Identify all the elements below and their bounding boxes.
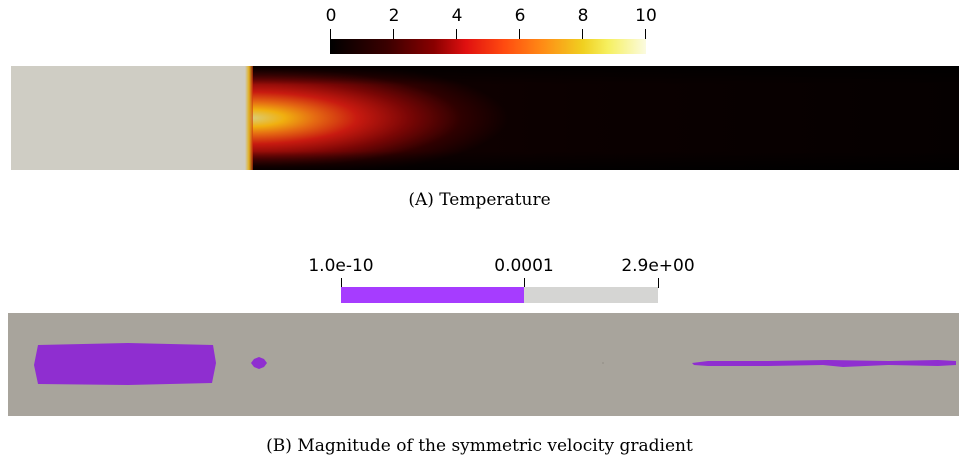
colorbar-b-tick-mark	[658, 278, 659, 288]
low-gradient-block	[34, 343, 216, 385]
velocity-gradient-field	[8, 313, 959, 416]
low-gradient-speck	[602, 362, 604, 364]
caption-a-text: Temperature	[439, 190, 551, 210]
low-gradient-streak	[692, 360, 956, 367]
velocity-gradient-colorbar	[341, 287, 658, 303]
colorbar-a-tick-mark	[582, 29, 583, 39]
caption-b-label: (B)	[266, 436, 292, 456]
caption-b-text: Magnitude of the symmetric velocity grad…	[297, 436, 693, 456]
colorbar-b-tick-label: 1.0e-10	[308, 256, 374, 276]
colorbar-b-high-segment	[524, 287, 658, 303]
colorbar-a-tick-label: 2	[388, 6, 400, 26]
inlet-region	[11, 66, 248, 170]
colorbar-b-tick-mark	[341, 278, 342, 288]
colorbar-a-tick-label: 0	[325, 6, 337, 26]
wall-cooling-shade	[248, 66, 959, 170]
temperature-colorbar	[330, 39, 646, 54]
colorbar-a-tick-mark	[393, 29, 394, 39]
colorbar-a-tick-mark	[330, 29, 331, 39]
caption-a-label: (A)	[408, 190, 434, 210]
inlet-interface	[245, 66, 253, 170]
colorbar-a-tick-mark	[519, 29, 520, 39]
colorbar-b-low-segment	[341, 287, 524, 303]
colorbar-a-tick-label: 10	[635, 6, 657, 26]
low-gradient-spot	[251, 357, 267, 369]
colorbar-b-tick-label: 2.9e+00	[621, 256, 695, 276]
colorbar-b-tick-mark	[524, 278, 525, 288]
colorbar-a-tick-label: 4	[451, 6, 463, 26]
velocity-gradient-regions	[34, 343, 956, 385]
temperature-field	[11, 66, 959, 170]
colorbar-a-tick-label: 8	[577, 6, 589, 26]
caption-a: (A) Temperature	[0, 190, 959, 210]
colorbar-a-tick-mark	[645, 29, 646, 39]
colorbar-b-tick-label: 0.0001	[494, 256, 554, 276]
colorbar-a-tick-mark	[456, 29, 457, 39]
caption-b: (B) Magnitude of the symmetric velocity …	[0, 436, 959, 456]
colorbar-a-tick-label: 6	[514, 6, 526, 26]
